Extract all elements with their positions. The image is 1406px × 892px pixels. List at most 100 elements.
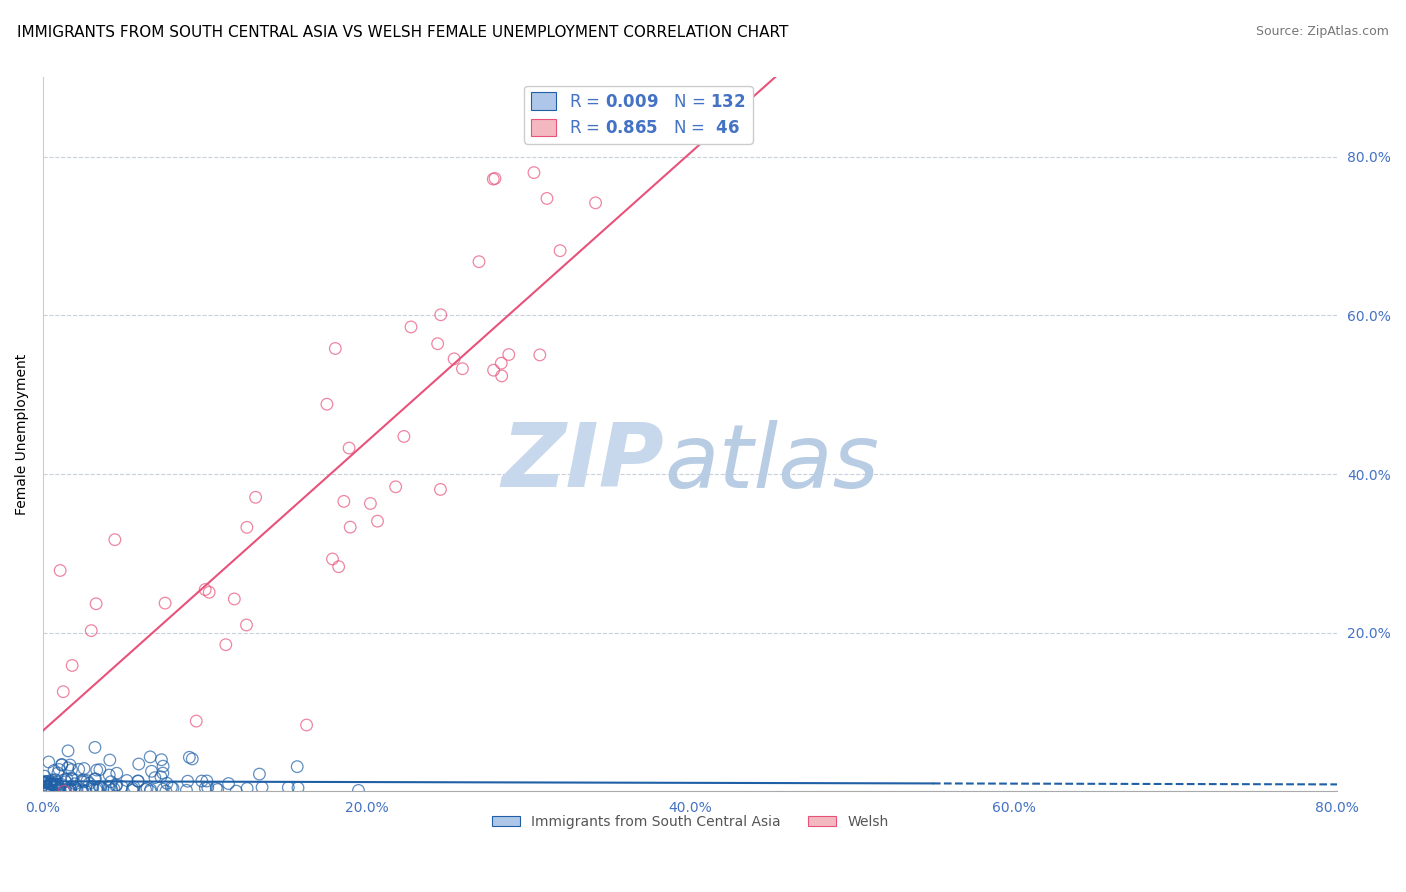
Point (84, 740, 107, 755)
Point (46, 775, 69, 789)
Point (491, 356, 513, 370)
Point (218, 776, 240, 790)
Point (136, 781, 159, 796)
Point (44, 777, 66, 791)
Point (139, 784, 162, 798)
Text: IMMIGRANTS FROM SOUTH CENTRAL ASIA VS WELSH FEMALE UNEMPLOYMENT CORRELATION CHAR: IMMIGRANTS FROM SOUTH CENTRAL ASIA VS WE… (17, 25, 789, 40)
Point (443, 351, 465, 366)
Point (295, 718, 318, 732)
Point (197, 780, 219, 795)
Point (337, 441, 360, 455)
Point (67, 762, 90, 776)
Point (347, 783, 370, 797)
Point (38, 774, 60, 789)
Point (249, 767, 271, 781)
Point (105, 766, 128, 780)
Point (384, 480, 406, 494)
Point (53, 784, 76, 798)
Point (48, 781, 70, 796)
Text: Source: ZipAtlas.com: Source: ZipAtlas.com (1256, 25, 1389, 38)
Point (399, 320, 422, 334)
Point (52, 784, 75, 798)
Point (41, 776, 63, 790)
Point (49, 784, 72, 798)
Point (52, 684, 75, 698)
Point (127, 773, 149, 788)
Point (41, 773, 63, 788)
Point (523, 166, 546, 180)
Point (366, 514, 388, 528)
Point (49, 564, 72, 578)
Point (359, 496, 381, 510)
Point (236, 520, 259, 534)
Point (215, 638, 238, 652)
Point (287, 780, 309, 795)
Point (468, 254, 491, 268)
Point (585, 195, 607, 210)
Point (84, 772, 107, 786)
Point (51, 777, 73, 791)
Point (32, 775, 55, 789)
Point (191, 774, 214, 789)
Point (60, 771, 83, 785)
Point (59, 780, 82, 795)
Point (426, 336, 449, 351)
Point (195, 774, 218, 789)
Point (536, 191, 558, 205)
Point (59, 782, 82, 797)
Legend: Immigrants from South Central Asia, Welsh: Immigrants from South Central Asia, Wels… (486, 809, 894, 834)
Point (194, 780, 217, 795)
Point (100, 774, 122, 789)
Point (316, 397, 339, 411)
Point (86, 763, 108, 777)
Point (73, 762, 96, 776)
Point (98, 768, 121, 782)
Point (89, 780, 111, 794)
Point (34, 776, 56, 790)
Point (484, 171, 506, 186)
Point (207, 782, 229, 797)
Point (48, 763, 70, 777)
Point (392, 429, 415, 443)
Point (37, 781, 59, 796)
Point (51, 757, 73, 772)
Point (76, 773, 98, 788)
Point (277, 780, 299, 795)
Point (46, 783, 69, 797)
Point (44, 772, 66, 787)
Point (121, 781, 143, 796)
Point (111, 780, 134, 794)
Point (115, 773, 138, 788)
Point (51, 758, 73, 772)
Point (245, 491, 267, 505)
Point (224, 591, 246, 606)
Point (37, 780, 59, 794)
Point (42, 778, 65, 792)
Point (66, 783, 89, 797)
Point (104, 779, 127, 793)
Point (48, 781, 70, 796)
Point (328, 559, 350, 574)
Point (127, 774, 149, 789)
Point (75, 784, 97, 798)
Point (60, 658, 83, 673)
Point (429, 308, 451, 322)
Point (141, 764, 163, 779)
Point (83, 772, 105, 786)
Point (98, 780, 121, 795)
Point (323, 342, 346, 356)
Point (160, 780, 183, 795)
Point (104, 533, 127, 547)
Point (198, 585, 221, 599)
Point (143, 771, 166, 785)
Text: atlas: atlas (664, 420, 879, 506)
Point (82, 781, 104, 796)
Point (42, 764, 65, 778)
Point (80, 624, 103, 638)
Point (89, 763, 111, 777)
Point (152, 782, 174, 797)
Point (181, 752, 204, 766)
Point (37, 783, 59, 797)
Point (139, 782, 162, 797)
Point (498, 347, 520, 361)
